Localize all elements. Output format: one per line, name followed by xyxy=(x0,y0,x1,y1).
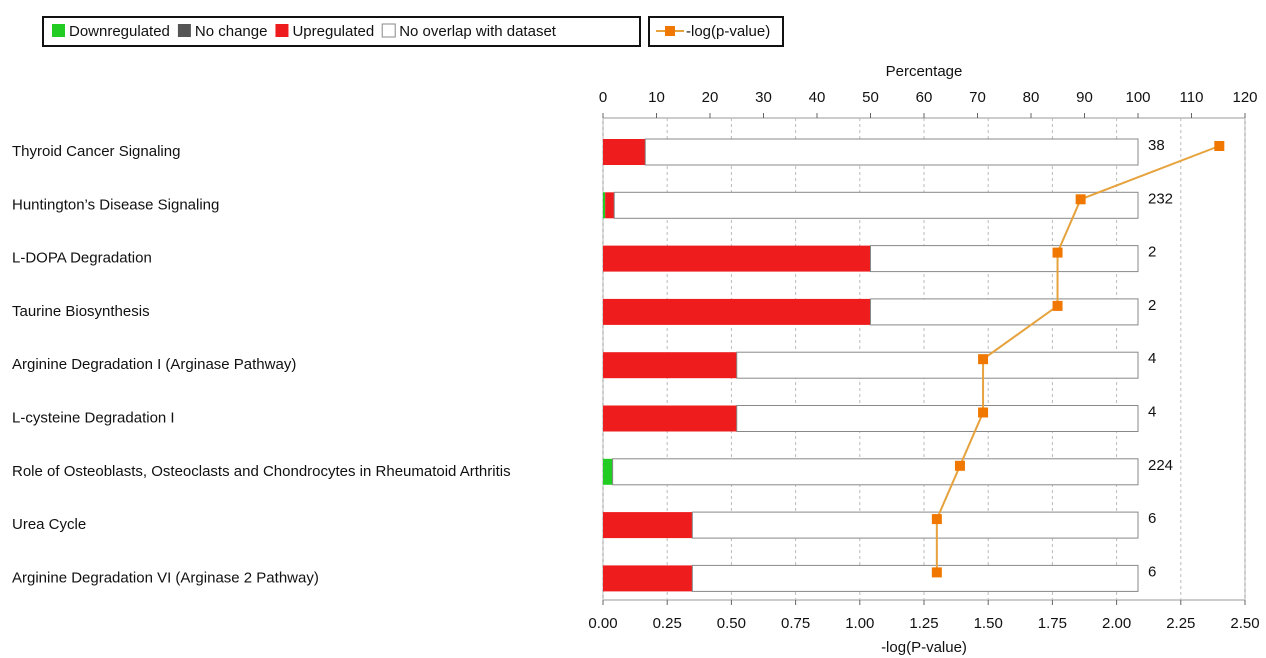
category-label: L-cysteine Degradation I xyxy=(12,409,175,426)
x-tick-label: 100 xyxy=(1125,89,1150,106)
bar-segment xyxy=(603,245,871,272)
x2-tick-label: 1.50 xyxy=(974,615,1003,632)
x2-tick-label: 0.00 xyxy=(588,615,617,632)
bar-segment xyxy=(603,298,871,325)
line-marker xyxy=(1075,194,1086,205)
x-tick-label: 90 xyxy=(1076,89,1093,106)
bar-segment xyxy=(603,565,693,592)
x-tick-label: 50 xyxy=(862,89,879,106)
bar-segment xyxy=(603,512,693,539)
legend-label: Downregulated xyxy=(69,23,170,40)
legend-swatch xyxy=(275,24,289,37)
legend-marker xyxy=(665,26,675,36)
total-label: 224 xyxy=(1148,457,1173,474)
x2-tick-label: 2.50 xyxy=(1230,615,1259,632)
bar-segment xyxy=(691,511,1139,539)
category-label: Role of Osteoblasts, Osteoclasts and Cho… xyxy=(12,463,511,480)
bar-segment xyxy=(736,351,1139,379)
x-tick-label: 60 xyxy=(916,89,933,106)
total-label: 6 xyxy=(1148,563,1156,580)
category-label: Taurine Biosynthesis xyxy=(12,303,150,320)
category-label: Huntington’s Disease Signaling xyxy=(12,196,219,213)
category-label: Urea Cycle xyxy=(12,516,86,533)
legend-box xyxy=(42,16,641,47)
line-marker xyxy=(931,514,942,525)
bar-segment xyxy=(613,191,1139,219)
total-label: 2 xyxy=(1148,297,1156,314)
legend-label: No change xyxy=(195,23,268,40)
bar-segment xyxy=(603,405,737,432)
legend-swatch xyxy=(177,24,191,37)
x-tick-label: 70 xyxy=(969,89,986,106)
category-label: L-DOPA Degradation xyxy=(12,250,152,267)
legend-label: Upregulated xyxy=(292,23,374,40)
bar-segment xyxy=(870,298,1139,326)
x-tick-label: 20 xyxy=(702,89,719,106)
x-tick-label: 0 xyxy=(599,89,607,106)
total-label: 4 xyxy=(1148,350,1156,367)
total-label: 2 xyxy=(1148,244,1156,261)
line-marker xyxy=(978,407,989,418)
total-label: 232 xyxy=(1148,190,1173,207)
line-marker xyxy=(1052,247,1063,258)
x-tick-label: 120 xyxy=(1232,89,1257,106)
legend-label: -log(p-value) xyxy=(686,23,770,40)
line-marker xyxy=(954,460,965,471)
category-label: Arginine Degradation VI (Arginase 2 Path… xyxy=(12,569,319,586)
bar-segment xyxy=(603,352,737,379)
x-tick-label: 30 xyxy=(755,89,772,106)
x2-tick-label: 0.75 xyxy=(781,615,810,632)
x2-tick-label: 1.25 xyxy=(909,615,938,632)
x-axis-title: Percentage xyxy=(886,63,963,80)
bar-segment xyxy=(644,138,1139,166)
category-label: Thyroid Cancer Signaling xyxy=(12,143,180,160)
line-marker xyxy=(1052,300,1063,311)
bar-segment xyxy=(736,405,1139,432)
x-tick-label: 110 xyxy=(1180,89,1204,106)
bar-segment xyxy=(603,139,646,165)
line-marker xyxy=(931,567,942,578)
x2-tick-label: 0.25 xyxy=(653,615,682,632)
legend-swatch xyxy=(52,24,65,37)
total-label: 38 xyxy=(1148,137,1165,154)
x2-tick-label: 2.00 xyxy=(1102,615,1131,632)
legend-label: No overlap with dataset xyxy=(399,23,557,40)
x-tick-label: 10 xyxy=(648,89,665,106)
total-label: 4 xyxy=(1148,403,1156,420)
total-label: 6 xyxy=(1148,510,1156,527)
bar-segment xyxy=(612,458,1139,486)
legend-swatch xyxy=(381,23,396,38)
bar-segment xyxy=(691,564,1139,592)
bar-segment xyxy=(870,245,1139,273)
line-marker xyxy=(978,354,989,365)
x-tick-label: 40 xyxy=(809,89,826,106)
x2-tick-label: 2.25 xyxy=(1166,615,1195,632)
x2-tick-label: 0.50 xyxy=(717,615,746,632)
x2-tick-label: 1.75 xyxy=(1038,615,1067,632)
category-label: Arginine Degradation I (Arginase Pathway… xyxy=(12,356,296,373)
x-tick-label: 80 xyxy=(1023,89,1040,106)
x2-tick-label: 1.00 xyxy=(845,615,874,632)
bar-segment xyxy=(603,458,613,485)
bar-segment xyxy=(603,192,606,219)
bar-segment xyxy=(605,192,615,219)
x2-axis-title: -log(P-value) xyxy=(881,639,967,656)
line-marker xyxy=(1214,141,1225,151)
